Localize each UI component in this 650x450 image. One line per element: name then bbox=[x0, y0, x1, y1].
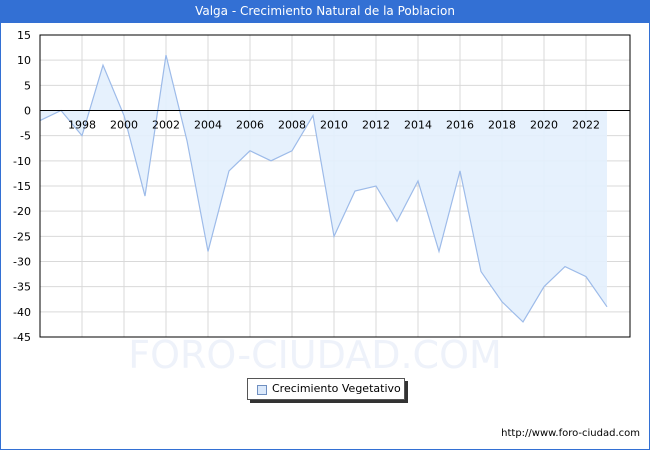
x-tick-label: 2014 bbox=[404, 119, 432, 132]
y-tick-label: 10 bbox=[17, 54, 31, 67]
y-tick-label: -25 bbox=[13, 230, 31, 243]
y-tick-label: -15 bbox=[13, 180, 31, 193]
y-tick-label: 5 bbox=[24, 79, 31, 92]
chart-title: Valga - Crecimiento Natural de la Poblac… bbox=[0, 0, 650, 23]
y-tick-label: -40 bbox=[13, 306, 31, 319]
x-tick-label: 2000 bbox=[110, 119, 138, 132]
x-tick-label: 2018 bbox=[488, 119, 516, 132]
area-fill bbox=[40, 55, 607, 322]
x-tick-label: 2012 bbox=[362, 119, 390, 132]
x-tick-label: 2002 bbox=[152, 119, 180, 132]
x-tick-label: 2006 bbox=[236, 119, 264, 132]
y-tick-label: -45 bbox=[13, 331, 31, 344]
x-tick-label: 2008 bbox=[278, 119, 306, 132]
y-tick-label: -5 bbox=[20, 130, 31, 143]
y-tick-label: -35 bbox=[13, 281, 31, 294]
x-tick-label: 2016 bbox=[446, 119, 474, 132]
y-tick-label: -20 bbox=[13, 205, 31, 218]
legend-swatch-icon bbox=[257, 385, 267, 395]
y-tick-label: 0 bbox=[24, 105, 31, 118]
y-tick-label: -10 bbox=[13, 155, 31, 168]
legend-label: Crecimiento Vegetativo bbox=[272, 382, 401, 395]
watermark-text: FORO-CIUDAD.COM bbox=[128, 333, 502, 377]
x-tick-label: 2010 bbox=[320, 119, 348, 132]
y-tick-label: -30 bbox=[13, 256, 31, 269]
plot-border bbox=[39, 34, 631, 338]
y-tick-label: 15 bbox=[17, 29, 31, 42]
legend: Crecimiento Vegetativo bbox=[247, 378, 405, 400]
x-tick-label: 2004 bbox=[194, 119, 222, 132]
data-line bbox=[39, 54, 608, 323]
x-tick-label: 1998 bbox=[68, 119, 96, 132]
source-url: http://www.foro-ciudad.com bbox=[501, 428, 640, 439]
x-tick-label: 2022 bbox=[572, 119, 600, 132]
x-tick-label: 2020 bbox=[530, 119, 558, 132]
